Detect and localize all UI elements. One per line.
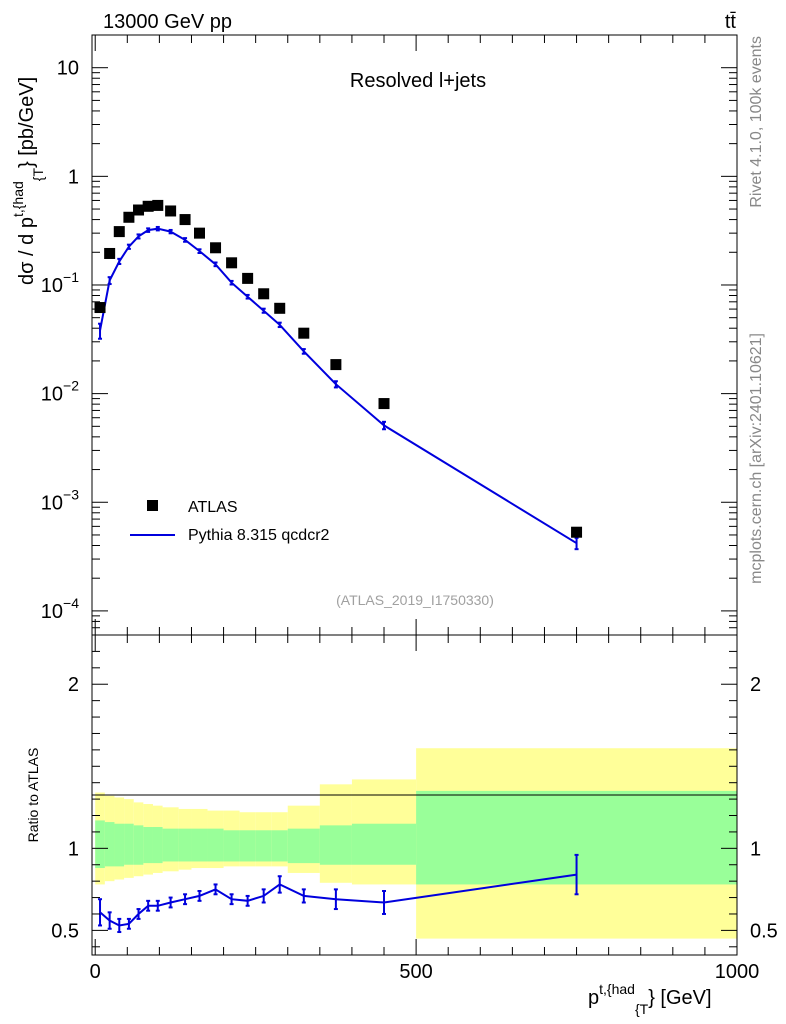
ratio-ytick-label: 2 (68, 674, 79, 696)
main-ytick-label: 10−3 (41, 486, 79, 514)
ratio-ytick-label-right: 0.5 (750, 920, 778, 942)
atlas-data-point (123, 211, 135, 223)
atlas-data-point (179, 214, 191, 226)
main-ytick-label: 10−2 (41, 378, 79, 406)
atlas-data-point (104, 247, 116, 259)
ratio-band-inner (114, 823, 125, 867)
ratio-band-inner (152, 827, 163, 864)
atlas-data-point (226, 257, 238, 269)
atlas-data-point (94, 302, 106, 314)
ratio-ylabel: Ratio to ATLAS (25, 748, 41, 843)
mc-series-line (99, 227, 578, 545)
ratio-band-inner (255, 830, 272, 862)
ratio-xlabel-main: p (588, 987, 599, 1009)
legend-data-label: ATLAS (188, 499, 238, 516)
atlas-data-point (330, 359, 342, 371)
atlas-data-point (258, 288, 270, 300)
legend: ATLAS Pythia 8.315 qcdcr2 (130, 499, 330, 544)
side-label-rivet: Rivet 4.1.0, 100k events (748, 36, 765, 208)
ratio-xlabel-sup: t,{had (599, 981, 635, 997)
main-ytick-exponent: −4 (63, 595, 79, 611)
atlas-data-point (242, 272, 254, 284)
ratio-xtick-label: 1000 (715, 961, 760, 983)
ratio-band-inner (162, 828, 179, 862)
main-panel: Resolved l+jets (ATLAS_2019_I1750330) 10… (10, 34, 738, 636)
atlas-data-point (378, 398, 390, 410)
legend-mc-label: Pythia 8.315 qcdcr2 (188, 527, 330, 544)
ratio-ytick-label-right: 1 (750, 838, 761, 860)
ratio-band-inner (351, 823, 417, 865)
main-ytick-label: 1 (68, 166, 79, 188)
main-frame (91, 34, 738, 636)
main-data-group (94, 199, 583, 551)
main-ytick-base: 10 (41, 384, 63, 406)
ratio-band-inner (207, 828, 224, 862)
ratio-band-inner (95, 820, 105, 869)
ratio-xlabel-tail: } [GeV] (648, 987, 711, 1009)
ratio-ytick-label: 0.5 (51, 920, 79, 942)
ratio-band-inner (178, 828, 192, 862)
analysis-tag: (ATLAS_2019_I1750330) (336, 592, 494, 608)
main-ytick-label: 10 (57, 58, 79, 80)
main-ytick-base: 10 (41, 275, 63, 297)
atlas-data-point (133, 204, 145, 216)
ratio-bands (95, 748, 737, 939)
ratio-band-inner (104, 822, 115, 867)
atlas-data-point (298, 327, 310, 339)
main-ytick-exponent: −1 (63, 269, 79, 285)
main-ylabel-tail: } [pb/GeV] (16, 77, 38, 168)
main-ytick-label: 10−4 (41, 595, 79, 623)
main-ytick-exponent: −2 (63, 378, 79, 394)
plot-title: Resolved l+jets (350, 70, 486, 92)
ratio-panel: 0.5 0.5 1 1 2 2 0 500 1000 Ratio to ATLAS pt,{ha… (25, 634, 778, 1017)
ratio-band-inner (319, 825, 352, 865)
ratio-ytick-label-right: 2 (750, 674, 761, 696)
ratio-band-inner (124, 823, 134, 865)
main-ytick-label: 10−1 (41, 269, 79, 297)
ratio-band-inner (223, 830, 240, 862)
ratio-ticks: 0.5 0.5 1 1 2 2 0 500 1000 (51, 635, 778, 983)
legend-data-marker (147, 500, 158, 511)
process-label: tt̄ (725, 11, 737, 33)
ratio-band-inner (239, 830, 256, 862)
ratio-ytick-label: 1 (68, 838, 79, 860)
main-ylabel-main: dσ / d p (16, 217, 38, 285)
atlas-data-point (210, 242, 222, 254)
main-ylabel: dσ / d pt,{had {T} [pb/GeV] (10, 77, 46, 285)
ratio-data-group (98, 853, 579, 934)
ratio-xlabel-sub: {T (635, 1001, 649, 1017)
atlas-data-point (113, 226, 125, 238)
ratio-band-inner (287, 828, 320, 864)
ratio-xlabel: pt,{had{T} [GeV] (588, 981, 712, 1017)
atlas-data-point (152, 199, 164, 211)
atlas-data-point (142, 200, 154, 212)
energy-label: 13000 GeV pp (103, 11, 232, 33)
ratio-xtick-label: 500 (399, 961, 432, 983)
main-ytick-exponent: −3 (63, 486, 79, 502)
main-ytick-base: 10 (41, 492, 63, 514)
main-ylabel-sup: t,{had (10, 181, 26, 217)
atlas-data-point (165, 205, 177, 217)
side-label-mcplots: mcplots.cern.ch [arXiv:2401.10621] (748, 333, 765, 584)
ratio-band-inner (133, 825, 144, 865)
ratio-xtick-label: 0 (90, 961, 101, 983)
ratio-band-inner (191, 828, 208, 862)
main-ytick-base: 10 (41, 601, 63, 623)
ratio-frame (91, 634, 738, 956)
atlas-data-point (194, 227, 205, 239)
ratio-band-inner (143, 827, 153, 864)
ratio-band-inner (271, 830, 288, 862)
main-ylabel-sub: {T (30, 168, 46, 182)
atlas-data-point (274, 302, 286, 314)
atlas-data-point (571, 526, 583, 538)
